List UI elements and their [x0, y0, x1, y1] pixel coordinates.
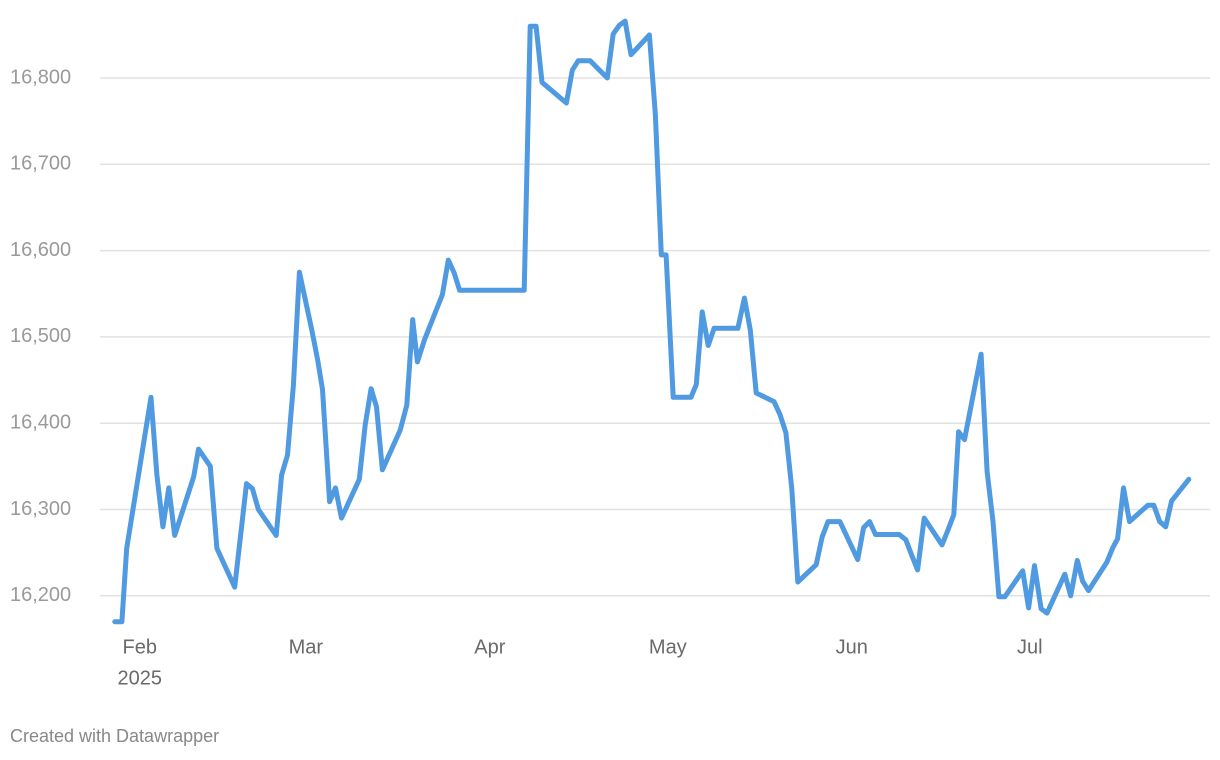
y-tick-label: 16,700 — [10, 153, 71, 175]
y-tick-label: 16,600 — [10, 239, 71, 261]
y-tick-label: 16,500 — [10, 325, 71, 347]
line — [112, 18, 1192, 625]
x-tick-label: May — [649, 636, 687, 658]
x-tick-label: Feb — [123, 636, 157, 658]
x-tick-label: Jul — [1017, 636, 1043, 658]
footer: Created with Datawrapper — [10, 726, 219, 746]
x-tick-label: Apr — [474, 636, 505, 658]
x-tick-label: Jun — [836, 636, 868, 658]
y-tick-label: 16,300 — [10, 498, 71, 520]
x-tick-label: Mar — [289, 636, 324, 658]
y-tick-label: 16,800 — [10, 66, 71, 88]
x-year-label: 2025 — [117, 667, 162, 689]
y-tick-label: 16,400 — [10, 411, 71, 433]
y-tick-label: 16,200 — [10, 584, 71, 606]
